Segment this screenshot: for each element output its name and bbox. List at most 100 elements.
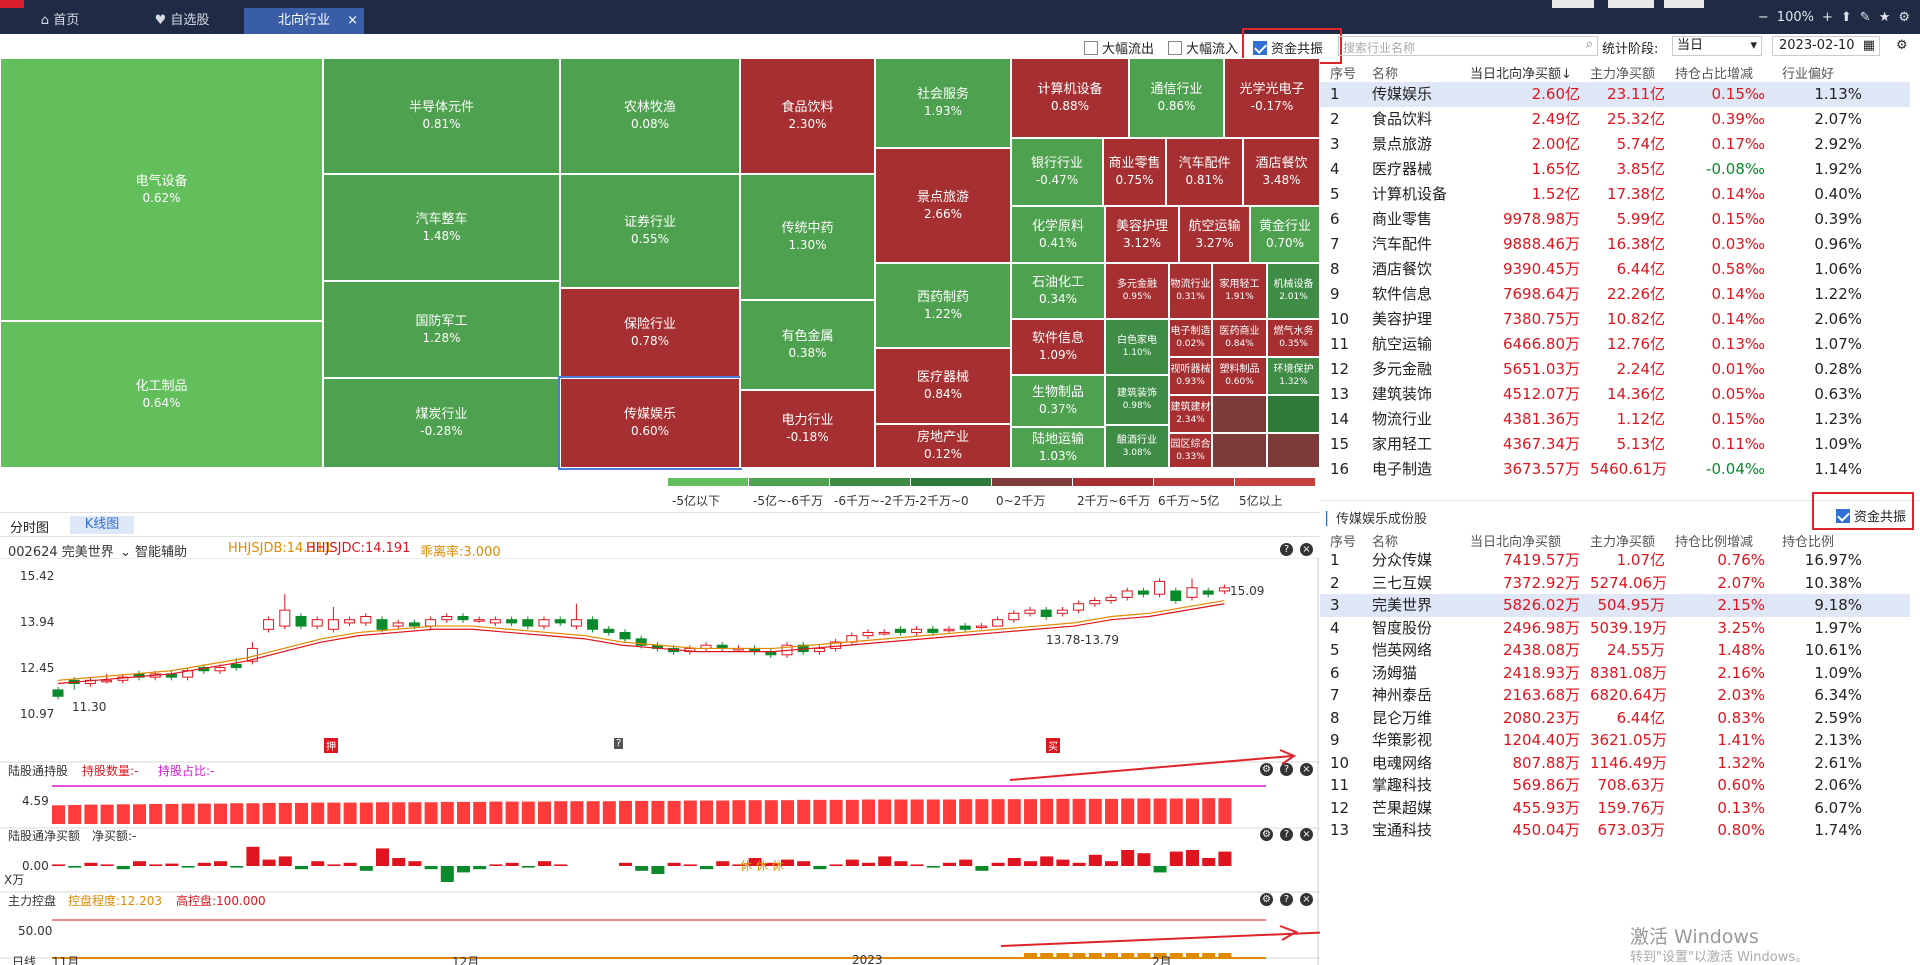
checkbox-checked[interactable]	[1836, 509, 1850, 523]
toolbar-button[interactable]	[1552, 0, 1594, 8]
table-row[interactable]: 1 分众传媒 7419.57万 1.07亿 0.76% 16.97%	[1320, 549, 1910, 572]
treemap-cell[interactable]: 建筑装饰 0.98%	[1105, 375, 1169, 425]
close-icon[interactable]: ×	[347, 13, 358, 28]
checkbox-checked[interactable]	[1253, 41, 1267, 55]
tab-northbound-industry[interactable]: 北向行业 ×	[244, 8, 364, 34]
treemap-cell[interactable]: 酿酒行业 3.08%	[1105, 425, 1169, 468]
table-row[interactable]: 5 计算机设备 1.52亿 17.38亿 0.14‰ 0.40%	[1320, 182, 1910, 207]
settings-icon[interactable]: ⚙	[1260, 893, 1273, 906]
treemap-cell[interactable]: 光学光电子 -0.17%	[1224, 58, 1320, 138]
filter-big-outflow[interactable]: 大幅流出	[1084, 38, 1154, 57]
help-icon[interactable]: ?	[1280, 763, 1293, 776]
table-row[interactable]: 1 传媒娱乐 2.60亿 23.11亿 0.15‰ 1.13%	[1320, 82, 1910, 107]
checkbox[interactable]	[1084, 41, 1098, 55]
table-row[interactable]: 3 完美世界 5826.02万 504.95万 2.15% 9.18%	[1320, 594, 1910, 617]
date-picker[interactable]: 2023-02-10 ▦	[1772, 36, 1880, 56]
close-icon[interactable]: ×	[1300, 543, 1313, 556]
table-row[interactable]: 10 美容护理 7380.75万 10.82亿 0.14‰ 2.06%	[1320, 307, 1910, 332]
treemap-cell[interactable]: 汽车整车 1.48%	[323, 174, 560, 281]
calendar-icon[interactable]: ▦	[1862, 38, 1875, 53]
tab-home[interactable]: ⌂ 首页	[40, 13, 80, 28]
treemap-cell[interactable]: 银行行业 -0.47%	[1011, 138, 1103, 206]
treemap-cell[interactable]: 通信行业 0.86%	[1129, 58, 1224, 138]
event-marker[interactable]: 押	[324, 738, 338, 753]
treemap-cell[interactable]: 环境保护 1.32%	[1267, 357, 1320, 395]
treemap-cell[interactable]: 燃气水务 0.35%	[1267, 319, 1320, 357]
period-daily-label[interactable]: 日线	[12, 955, 37, 965]
treemap-cell[interactable]: 黄金行业 0.70%	[1250, 206, 1320, 263]
table-row[interactable]: 4 智度股份 2496.98万 5039.19万 3.25% 1.97%	[1320, 617, 1910, 640]
treemap-cell[interactable]: 电力行业 -0.18%	[740, 390, 875, 468]
star-icon[interactable]: ★	[1878, 10, 1891, 25]
treemap-cell[interactable]: 半导体元件 0.81%	[323, 58, 560, 174]
treemap-cell[interactable]	[1267, 433, 1320, 468]
assist-select[interactable]: ⌄ 智能辅助	[120, 545, 188, 560]
toolbar-button[interactable]	[1608, 0, 1654, 8]
close-icon[interactable]: ×	[1300, 893, 1313, 906]
treemap-cell[interactable]: 电子制造 0.02%	[1169, 319, 1212, 357]
treemap-cell[interactable]: 软件信息 1.09%	[1011, 319, 1105, 375]
table-row[interactable]: 4 医疗器械 1.65亿 3.85亿 -0.08‰ 1.92%	[1320, 157, 1910, 182]
table-row[interactable]: 5 恺英网络 2438.08万 24.55万 1.48% 10.61%	[1320, 639, 1910, 662]
treemap-cell[interactable]: 食品饮料 2.30%	[740, 58, 875, 174]
event-marker[interactable]: 买	[1046, 738, 1060, 753]
table-row[interactable]: 16 电子制造 3673.57万 5460.61万 -0.04‰ 1.14%	[1320, 457, 1910, 482]
treemap-cell[interactable]: 化工制品 0.64%	[0, 321, 323, 468]
table-row[interactable]: 12 多元金融 5651.03万 2.24亿 0.01‰ 0.28%	[1320, 357, 1910, 382]
treemap-cell[interactable]: 生物制品 0.37%	[1011, 375, 1105, 427]
table-row[interactable]: 7 神州泰岳 2163.68万 6820.64万 2.03% 6.34%	[1320, 684, 1910, 707]
treemap-cell[interactable]: 物流行业 0.31%	[1169, 263, 1212, 319]
table-row[interactable]: 13 宝通科技 450.04万 673.03万 0.80% 1.74%	[1320, 819, 1910, 842]
treemap-cell[interactable]: 有色金属 0.38%	[740, 300, 875, 390]
treemap-cell[interactable]: 商业零售 0.75%	[1103, 138, 1166, 206]
table-row[interactable]: 6 商业零售 9978.98万 5.99亿 0.15‰ 0.39%	[1320, 207, 1910, 232]
treemap-cell[interactable]: 美容护理 3.12%	[1105, 206, 1179, 263]
table-row[interactable]: 11 航空运输 6466.80万 12.76亿 0.13‰ 1.07%	[1320, 332, 1910, 357]
sort-column-header[interactable]: 当日北向净买额↓	[1470, 67, 1572, 82]
treemap-cell[interactable]: 酒店餐饮 3.48%	[1243, 138, 1320, 206]
treemap-cell[interactable]: 房地产业 0.12%	[875, 424, 1011, 468]
checkbox[interactable]	[1168, 41, 1182, 55]
table-row[interactable]: 13 建筑装饰 4512.07万 14.36亿 0.05‰ 0.63%	[1320, 382, 1910, 407]
table-row[interactable]: 8 酒店餐饮 9390.45万 6.44亿 0.58‰ 1.06%	[1320, 257, 1910, 282]
treemap-cell[interactable]: 煤炭行业 -0.28%	[323, 378, 560, 468]
treemap-cell[interactable]: 传统中药 1.30%	[740, 174, 875, 300]
treemap-cell[interactable]: 传媒娱乐 0.60%	[558, 376, 742, 470]
settings-icon[interactable]: ⚙	[1896, 38, 1908, 53]
table-row[interactable]: 15 家用轻工 4367.34万 5.13亿 0.11‰ 1.09%	[1320, 432, 1910, 457]
period-select[interactable]: 当日 ▾	[1672, 36, 1762, 56]
treemap-cell[interactable]	[1212, 395, 1267, 433]
table-row[interactable]: 12 芒果超媒 455.93万 159.76万 0.13% 6.07%	[1320, 797, 1910, 820]
treemap-cell[interactable]: 计算机设备 0.88%	[1011, 58, 1129, 138]
table-row[interactable]: 3 景点旅游 2.00亿 5.74亿 0.17‰ 2.92%	[1320, 132, 1910, 157]
search-icon[interactable]: ⌕	[1585, 37, 1593, 52]
table-row[interactable]: 14 物流行业 4381.36万 1.12亿 0.15‰ 1.23%	[1320, 407, 1910, 432]
table-row[interactable]: 10 电魂网络 807.88万 1146.49万 1.32% 2.61%	[1320, 752, 1910, 775]
settings-icon[interactable]: ⚙	[1260, 828, 1273, 841]
tab-intraday[interactable]: 分时图	[10, 521, 50, 536]
treemap-cell[interactable]: 电气设备 0.62%	[0, 58, 323, 321]
treemap-cell[interactable]: 机械设备 2.01%	[1267, 263, 1320, 319]
treemap-cell[interactable]: 证券行业 0.55%	[560, 174, 740, 288]
toolbar-button[interactable]	[1664, 0, 1704, 8]
table-row[interactable]: 9 软件信息 7698.64万 22.26亿 0.14‰ 1.22%	[1320, 282, 1910, 307]
treemap-cell[interactable]: 西药制药 1.22%	[875, 263, 1011, 348]
treemap-cell[interactable]: 化学原料 0.41%	[1011, 206, 1105, 263]
pin-icon[interactable]: ⬆	[1840, 10, 1852, 25]
close-icon[interactable]: ×	[1300, 828, 1313, 841]
treemap-cell[interactable]: 陆地运输 1.03%	[1011, 427, 1105, 468]
table-row[interactable]: 8 昆仑万维 2080.23万 6.44亿 0.83% 2.59%	[1320, 707, 1910, 730]
settings-icon[interactable]: ⚙	[1260, 763, 1273, 776]
help-icon[interactable]: ?	[1280, 828, 1293, 841]
table-row[interactable]: 2 三七互娱 7372.92万 5274.06万 2.07% 10.38%	[1320, 572, 1910, 595]
treemap-cell[interactable]: 航空运输 3.27%	[1179, 206, 1250, 263]
stock-resonance-toggle[interactable]: 资金共振	[1836, 506, 1906, 525]
help-icon[interactable]: ?	[1280, 893, 1293, 906]
treemap-cell[interactable]: 塑料制品 0.60%	[1212, 357, 1267, 395]
treemap-cell[interactable]: 景点旅游 2.66%	[875, 148, 1011, 263]
table-row[interactable]: 2 食品饮料 2.49亿 25.32亿 0.39‰ 2.07%	[1320, 107, 1910, 132]
treemap-cell[interactable]: 园区综合 0.33%	[1169, 433, 1212, 468]
treemap-cell[interactable]: 家用轻工 1.91%	[1212, 263, 1267, 319]
treemap-cell[interactable]: 社会服务 1.93%	[875, 58, 1011, 148]
treemap-cell[interactable]: 汽车配件 0.81%	[1166, 138, 1243, 206]
